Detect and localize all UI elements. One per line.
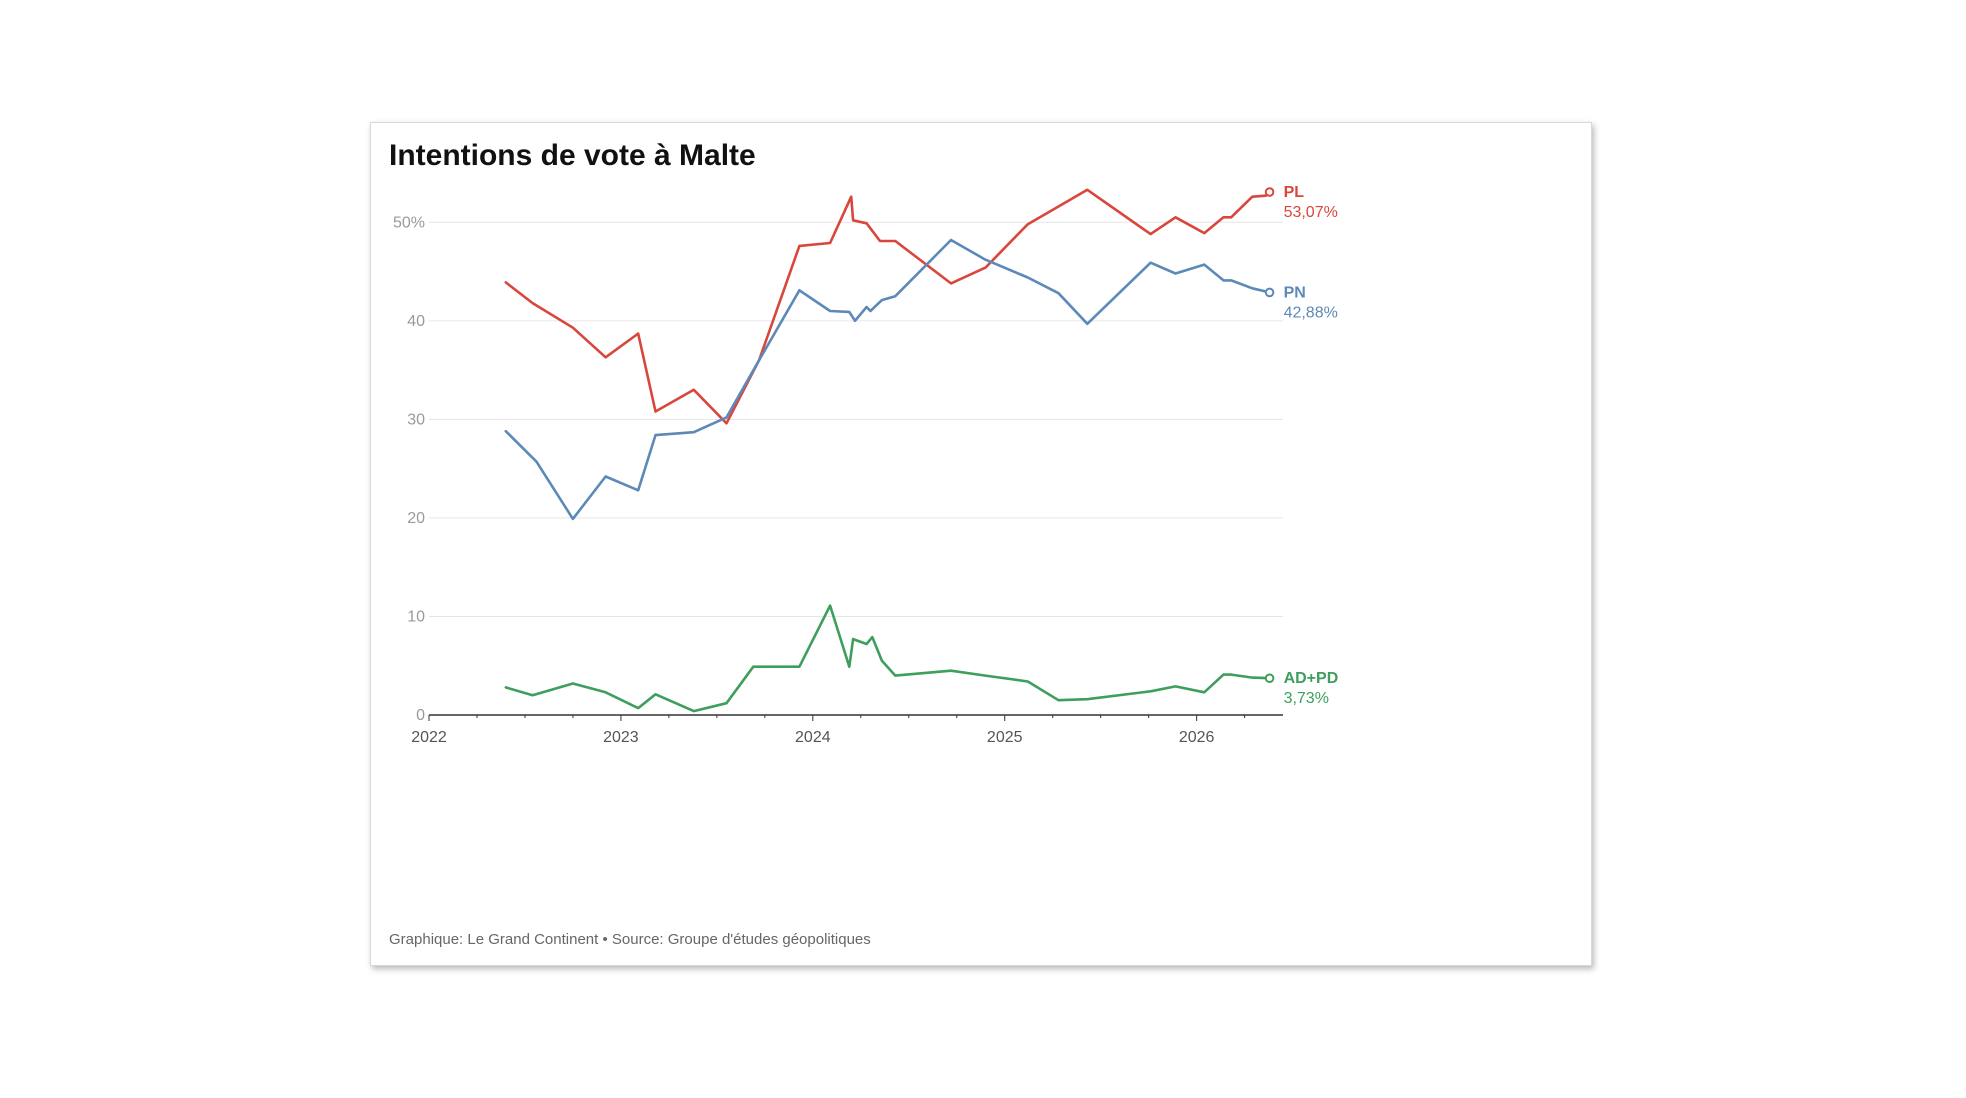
x-tick-label: 2024 xyxy=(795,729,831,746)
line-chart: 0 10 20 30 40 50% 2022 2023 2024 2025 2026 PL 53,07%… xyxy=(393,184,1339,746)
chart-source: Graphique: Le Grand Continent • Source: … xyxy=(389,931,871,948)
x-tick-label: 2026 xyxy=(1179,729,1215,746)
series-label-pn: PN xyxy=(1284,284,1306,301)
x-tick-label: 2023 xyxy=(603,729,639,746)
y-tick-label: 20 xyxy=(407,510,425,527)
y-tick-label: 0 xyxy=(416,707,425,724)
series-value-ad-pd: 3,73% xyxy=(1284,690,1329,707)
x-tick-label: 2022 xyxy=(411,729,447,746)
series-value-pl: 53,07% xyxy=(1284,204,1338,221)
y-tick-label: 40 xyxy=(407,313,425,330)
end-marker-ad-pd xyxy=(1264,673,1275,684)
y-tick-label: 10 xyxy=(407,608,425,625)
series-line-pn xyxy=(504,238,1271,521)
series-line-ad-pd xyxy=(504,604,1271,713)
chart-title: Intentions de vote à Malte xyxy=(389,139,756,172)
chart-card: Intentions de vote à Malte 0 10 20 30 40 50% 2… xyxy=(370,122,1592,966)
end-marker-pn xyxy=(1264,287,1275,298)
series-label-pl: PL xyxy=(1284,184,1305,201)
end-marker-pl xyxy=(1264,187,1275,197)
y-tick-label: 50% xyxy=(393,214,425,231)
y-tick-label: 30 xyxy=(407,411,425,428)
series-value-pn: 42,88% xyxy=(1284,304,1338,321)
series-label-ad-pd: AD+PD xyxy=(1284,670,1339,687)
series-line-pl xyxy=(504,188,1271,425)
x-tick-label: 2025 xyxy=(987,729,1023,746)
